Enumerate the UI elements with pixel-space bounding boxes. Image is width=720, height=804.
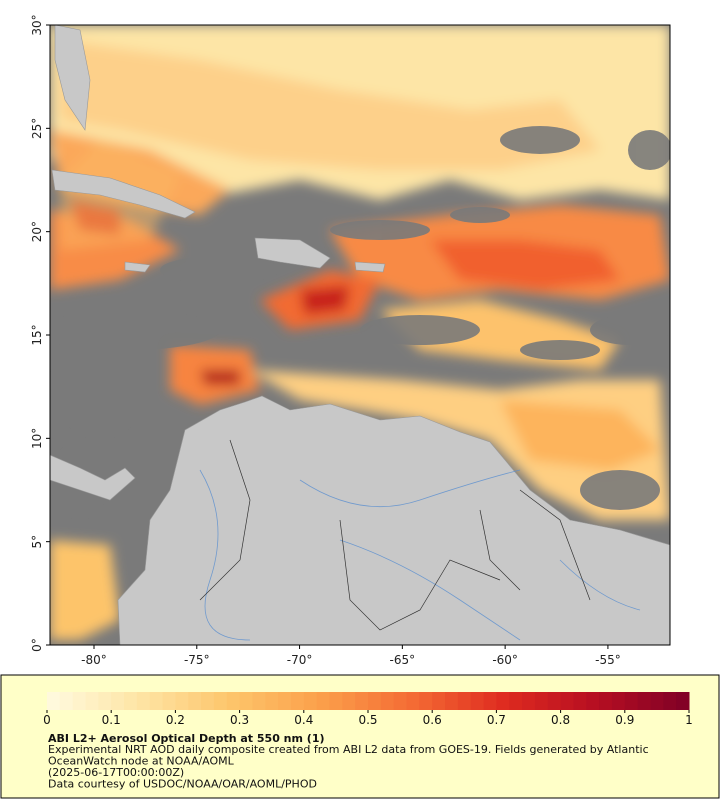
colorbar-bin — [534, 692, 549, 710]
colorbar-bin — [624, 692, 639, 710]
colorbar-bin — [72, 692, 87, 710]
colorbar-bin — [342, 692, 356, 710]
map-image — [50, 25, 670, 645]
colorbar-bin — [329, 692, 343, 710]
colorbar-bin — [522, 692, 536, 710]
caption-title: ABI L2+ Aerosol Optical Depth at 550 nm … — [48, 732, 325, 745]
colorbar-bin — [188, 692, 202, 710]
colorbar-bin — [136, 692, 151, 710]
colorbar-bin — [432, 692, 446, 710]
colorbar-bin — [547, 692, 562, 710]
colorbar-bin — [599, 692, 613, 710]
colorbar-bin — [419, 692, 433, 710]
x-tick-label: -70° — [287, 653, 313, 667]
colorbar-bin — [586, 692, 600, 710]
y-tick-label: 20° — [30, 221, 44, 242]
colorbar-tick-label: 0.8 — [551, 713, 570, 727]
colorbar-bin — [265, 692, 279, 710]
colorbar-tick-label: 0.1 — [102, 713, 121, 727]
colorbar-bin — [47, 692, 61, 710]
colorbar-bin — [637, 692, 651, 710]
x-tick-label: -75° — [184, 653, 210, 667]
x-tick-label: -55° — [595, 653, 621, 667]
colorbar-bin — [85, 692, 99, 710]
colorbar-bin — [650, 692, 664, 710]
caption: Experimental NRT AOD daily composite cre… — [48, 743, 649, 791]
colorbar-bin — [98, 692, 112, 710]
colorbar-bin — [239, 692, 253, 710]
y-tick-label: 10° — [30, 428, 44, 449]
colorbar-bin — [406, 692, 420, 710]
y-tick-label: 30° — [30, 14, 44, 35]
colorbar-tick-label: 0.2 — [166, 713, 185, 727]
y-tick-label: 0° — [30, 638, 44, 652]
colorbar-bin — [175, 692, 189, 710]
colorbar-bin — [59, 692, 74, 710]
colorbar-tick-label: 0.3 — [230, 713, 249, 727]
colorbar-bin — [368, 692, 382, 710]
colorbar-bin — [201, 692, 215, 710]
colorbar-bin — [290, 692, 305, 710]
x-tick-label: -80° — [81, 653, 107, 667]
colorbar-tick-label: 0.9 — [615, 713, 634, 727]
caption-line: OceanWatch node at NOAA/AOML — [48, 755, 235, 768]
colorbar-bin — [213, 692, 228, 710]
colorbar-bin — [149, 692, 164, 710]
colorbar-bin — [445, 692, 459, 710]
colorbar-bin — [278, 692, 292, 710]
caption-line: Data courtesy of USDOC/NOAA/OAR/AOML/PHO… — [48, 778, 317, 791]
caption-line: Experimental NRT AOD daily composite cre… — [48, 743, 649, 756]
colorbar-bin — [676, 692, 690, 710]
x-tick-label: -60° — [492, 653, 518, 667]
colorbar-bin — [483, 692, 497, 710]
colorbar-bin — [124, 692, 138, 710]
y-tick-label: 5° — [30, 535, 44, 549]
colorbar-bin — [393, 692, 408, 710]
axes: -80° -75° -70° -65° -60° -55° 0° 5° 10° 15° 20° 25°… — [30, 14, 621, 667]
colorbar-bin — [226, 692, 241, 710]
colorbar-bin — [663, 692, 677, 710]
colorbar-bin — [316, 692, 330, 710]
colorbar-bin — [380, 692, 395, 710]
colorbar-bin — [560, 692, 574, 710]
colorbar-tick-label: 0.5 — [358, 713, 377, 727]
y-tick-label: 15° — [30, 324, 44, 345]
x-tick-label: -65° — [390, 653, 416, 667]
colorbar-bin — [303, 692, 318, 710]
colorbar-bin — [111, 692, 125, 710]
colorbar-bin — [457, 692, 472, 710]
colorbar-bin — [355, 692, 369, 710]
colorbar-tick-label: 0.7 — [487, 713, 506, 727]
colorbar-bin — [252, 692, 266, 710]
colorbar-tick-label: 0 — [43, 713, 51, 727]
colorbar: 0 0.1 0.2 0.3 0.4 0.5 0.6 0.7 0.8 0.9 1 — [43, 692, 693, 727]
colorbar-tick-label: 1 — [685, 713, 693, 727]
caption-line: (2025-06-17T00:00:00Z) — [48, 766, 184, 779]
y-tick-label: 25° — [30, 118, 44, 139]
colorbar-tick-label: 0.4 — [294, 713, 313, 727]
colorbar-bin — [611, 692, 626, 710]
colorbar-bin — [573, 692, 587, 710]
colorbar-bin — [470, 692, 485, 710]
colorbar-bin — [509, 692, 523, 710]
colorbar-bin — [496, 692, 510, 710]
colorbar-tick-label: 0.6 — [423, 713, 442, 727]
colorbar-bin — [162, 692, 176, 710]
